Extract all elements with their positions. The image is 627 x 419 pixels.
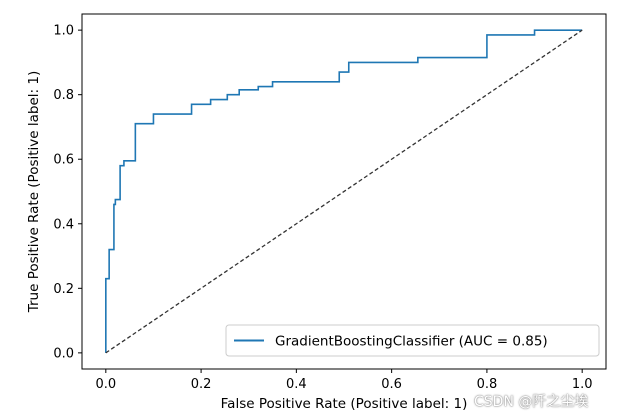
x-tick-label: 0.2 xyxy=(191,377,212,392)
y-tick-label: 0.6 xyxy=(53,153,74,168)
x-tick-label: 0.6 xyxy=(381,377,402,392)
x-tick-label: 1.0 xyxy=(572,377,593,392)
y-tick-label: 1.0 xyxy=(53,24,74,39)
legend-label: GradientBoostingClassifier (AUC = 0.85) xyxy=(275,334,548,350)
series xyxy=(105,29,583,354)
legend: GradientBoostingClassifier (AUC = 0.85) xyxy=(225,324,600,357)
y-tick-label: 0.8 xyxy=(53,88,74,103)
roc-curve-line xyxy=(105,29,583,353)
y-tick-label: 0.0 xyxy=(53,346,74,361)
chance-diagonal-line xyxy=(105,29,583,354)
y-tick-label: 0.4 xyxy=(53,217,74,232)
ticks: 0.0 0.2 0.4 0.6 0.8 1.0 0.0 0.2 0.4 0.6 0.8 1.0 xyxy=(53,24,592,392)
legend-box xyxy=(225,324,600,357)
plot-frame xyxy=(81,13,607,370)
y-tick-label: 0.2 xyxy=(53,282,74,297)
watermark: CSDN @阡之尘埃 xyxy=(474,394,589,410)
y-axis-label: True Positive Rate (Positive label: 1) xyxy=(26,71,42,314)
x-axis-label: False Positive Rate (Positive label: 1) xyxy=(221,396,468,412)
x-tick-label: 0.8 xyxy=(477,377,498,392)
x-tick-label: 0.4 xyxy=(286,377,307,392)
x-tick-label: 0.0 xyxy=(95,377,116,392)
